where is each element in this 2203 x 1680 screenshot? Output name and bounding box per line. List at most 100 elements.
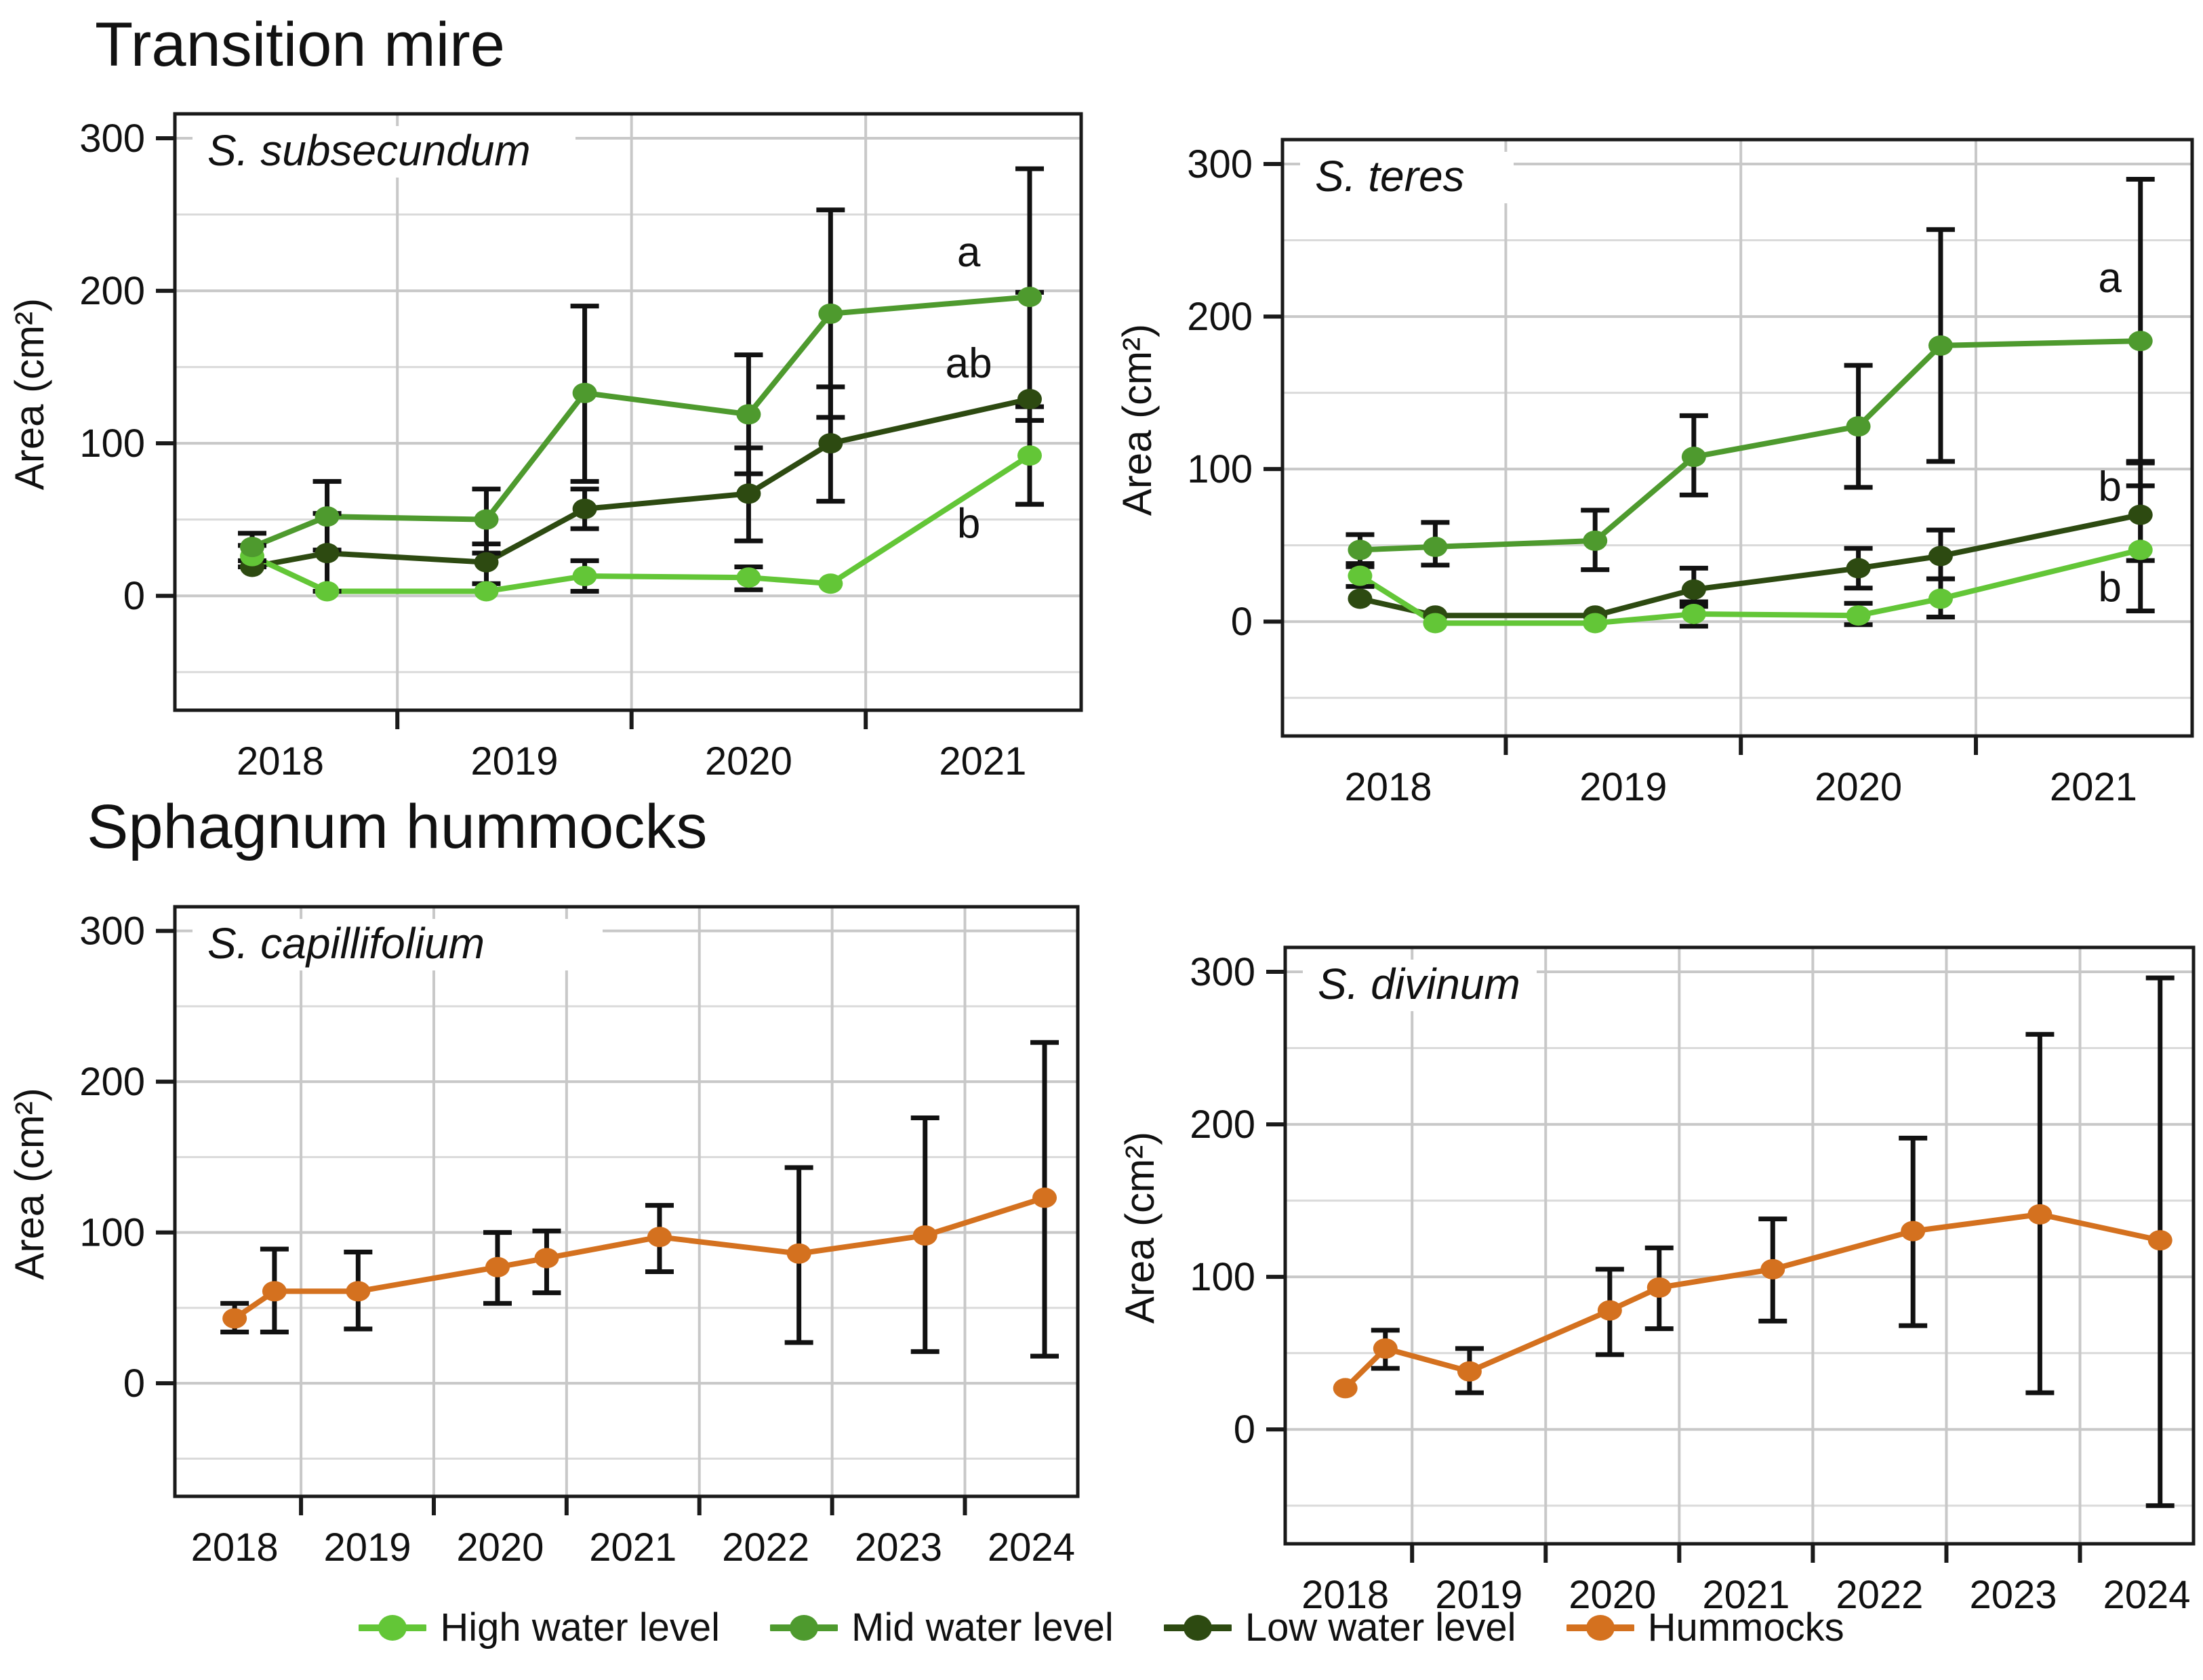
- legend-key-icon: [770, 1614, 838, 1641]
- x-tick-label: 2021: [589, 1525, 676, 1570]
- data-point-hummocks: [346, 1281, 371, 1302]
- x-tick-label: 2019: [470, 739, 558, 783]
- data-point-hummocks: [786, 1243, 811, 1264]
- data-point-high-water-level: [736, 567, 761, 588]
- legend-item-high-water-level: High water level: [359, 1605, 720, 1650]
- y-tick-label: 200: [79, 269, 145, 313]
- species-label: S. teres: [1315, 152, 1465, 201]
- data-point-hummocks: [1373, 1338, 1398, 1359]
- data-point-high-water-level: [1348, 565, 1373, 586]
- data-point-hummocks: [222, 1308, 247, 1329]
- y-tick-label: 200: [1187, 295, 1253, 339]
- y-tick-label: 100: [1187, 447, 1253, 491]
- data-point-hummocks: [1646, 1277, 1672, 1298]
- data-point-hummocks: [1457, 1361, 1482, 1382]
- x-tick-label: 2020: [1815, 765, 1902, 809]
- legend-label: Hummocks: [1647, 1605, 1844, 1650]
- data-point-high-water-level: [1928, 588, 1953, 609]
- data-point-mid-water-level: [736, 404, 761, 425]
- section-title-transition-mire: Transition mire: [95, 10, 505, 79]
- x-tick-label: 2020: [1569, 1573, 1656, 1617]
- x-tick-label: 2020: [456, 1525, 544, 1570]
- chart-panel-s_divinum: 2018 2019 2020 2021 2022 2023 2024 0 100 200 300 Ar…: [1117, 945, 2196, 1617]
- x-tick-label: 2018: [1301, 1573, 1389, 1617]
- data-point-low-water-level: [818, 433, 843, 454]
- data-point-hummocks: [262, 1281, 287, 1302]
- plot-area: [1282, 140, 2192, 736]
- legend-key-icon: [1163, 1614, 1232, 1641]
- y-tick-label: 200: [1190, 1103, 1255, 1147]
- data-point-mid-water-level: [818, 303, 843, 324]
- data-point-low-water-level: [736, 483, 761, 504]
- data-point-mid-water-level: [572, 382, 597, 403]
- data-point-hummocks: [2027, 1204, 2053, 1225]
- data-point-mid-water-level: [2128, 331, 2153, 352]
- y-tick-label: 300: [1190, 950, 1255, 994]
- y-axis-title: Area (cm²): [1117, 1132, 1163, 1324]
- plot-area: [175, 907, 1078, 1496]
- species-label: S. subsecundum: [207, 126, 531, 175]
- data-point-high-water-level: [1681, 603, 1706, 624]
- panel-border: [1280, 138, 2194, 738]
- legend-label: Mid water level: [851, 1605, 1114, 1650]
- panel-border: [173, 905, 1080, 1498]
- y-axis-title: Area (cm²): [7, 1088, 52, 1279]
- data-point-hummocks: [1760, 1258, 1785, 1279]
- data-point-low-water-level: [572, 498, 597, 519]
- data-point-high-water-level: [818, 573, 843, 594]
- significance-letter: b: [2098, 565, 2121, 611]
- data-point-mid-water-level: [474, 509, 499, 530]
- data-point-hummocks: [647, 1227, 672, 1248]
- legend-item-hummocks: Hummocks: [1566, 1605, 1844, 1650]
- significance-letter: ab: [946, 340, 992, 387]
- y-axis-title: Area (cm²): [7, 298, 52, 490]
- data-point-mid-water-level: [1017, 287, 1042, 308]
- data-point-low-water-level: [1017, 388, 1042, 409]
- y-tick-label: 0: [123, 1361, 145, 1406]
- x-tick-label: 2019: [1579, 765, 1667, 809]
- panel-border: [173, 112, 1083, 712]
- y-tick-label: 0: [1234, 1408, 1255, 1452]
- section-title-sphagnum-hummocks: Sphagnum hummocks: [87, 792, 708, 861]
- species-label-bg: [193, 126, 575, 178]
- data-point-hummocks: [2147, 1230, 2172, 1251]
- x-tick-label: 2022: [722, 1525, 809, 1570]
- y-tick-label: 100: [1190, 1255, 1255, 1299]
- significance-letter: b: [2098, 464, 2121, 510]
- species-label-bg: [193, 919, 603, 970]
- legend: High water level Mid water level Low water…: [0, 1605, 2203, 1650]
- x-tick-label: 2020: [705, 739, 792, 783]
- data-point-high-water-level: [2128, 539, 2153, 560]
- data-point-hummocks: [1333, 1378, 1358, 1399]
- y-axis-title: Area (cm²): [1114, 324, 1160, 516]
- data-point-high-water-level: [572, 565, 597, 586]
- species-label: S. capillifolium: [207, 919, 485, 968]
- legend-item-low-water-level: Low water level: [1163, 1605, 1516, 1650]
- data-point-mid-water-level: [1846, 416, 1871, 437]
- x-tick-label: 2021: [1702, 1573, 1790, 1617]
- data-point-mid-water-level: [1583, 530, 1608, 551]
- data-point-high-water-level: [474, 581, 499, 602]
- data-point-high-water-level: [1017, 445, 1042, 466]
- species-label-bg: [1303, 960, 1537, 1011]
- data-point-low-water-level: [315, 543, 340, 564]
- legend-label: High water level: [440, 1605, 721, 1650]
- legend-label: Low water level: [1245, 1605, 1516, 1650]
- data-point-mid-water-level: [1928, 335, 1953, 356]
- data-point-high-water-level: [315, 581, 340, 602]
- data-point-low-water-level: [1348, 588, 1373, 609]
- plot-area: [1285, 947, 2194, 1544]
- data-point-low-water-level: [474, 552, 499, 573]
- x-tick-label: 2018: [191, 1525, 279, 1570]
- x-tick-label: 2021: [2050, 765, 2137, 809]
- significance-letter: b: [957, 500, 980, 547]
- chart-panel-s_teres: 2018 2019 2020 2021 0 100 200 300 Area (cm²) S. t…: [1114, 138, 2194, 809]
- data-point-low-water-level: [1846, 558, 1871, 579]
- species-label-bg: [1300, 152, 1514, 203]
- y-tick-label: 0: [1231, 600, 1253, 644]
- x-tick-label: 2019: [324, 1525, 411, 1570]
- y-tick-label: 300: [1187, 142, 1253, 186]
- legend-item-mid-water-level: Mid water level: [770, 1605, 1114, 1650]
- data-point-high-water-level: [1423, 613, 1448, 634]
